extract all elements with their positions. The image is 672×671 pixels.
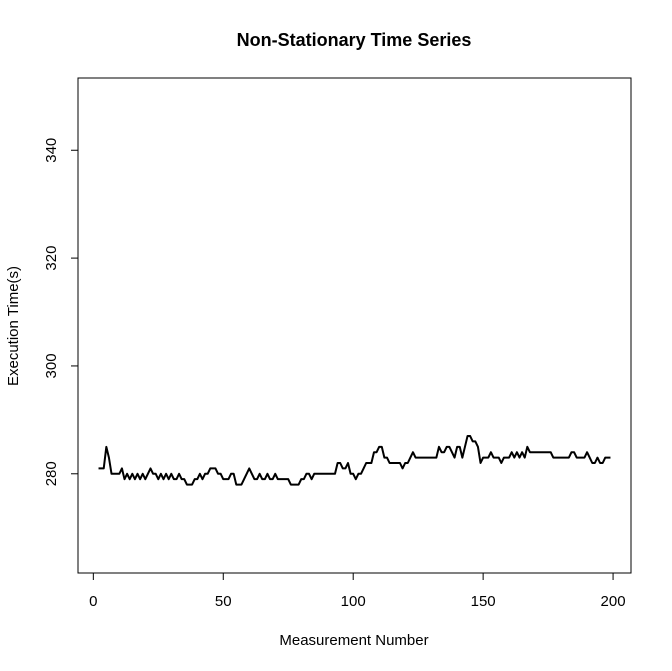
- x-tick-label: 200: [601, 593, 626, 610]
- x-tick-label: 100: [341, 593, 366, 610]
- plot-frame: [77, 77, 632, 574]
- y-tick-label: 320: [43, 246, 60, 271]
- x-tick-label: 0: [89, 593, 97, 610]
- x-tick-label: 150: [471, 593, 496, 610]
- y-tick-label: 300: [43, 353, 60, 378]
- y-tick-label: 340: [43, 138, 60, 163]
- chart-title: Non-Stationary Time Series: [237, 30, 472, 50]
- y-tick-label: 280: [43, 461, 60, 486]
- x-axis-label: Measurement Number: [279, 632, 428, 649]
- x-tick-label: 50: [215, 593, 232, 610]
- y-axis-label: Execution Time(s): [5, 266, 22, 386]
- data-line: [98, 435, 611, 486]
